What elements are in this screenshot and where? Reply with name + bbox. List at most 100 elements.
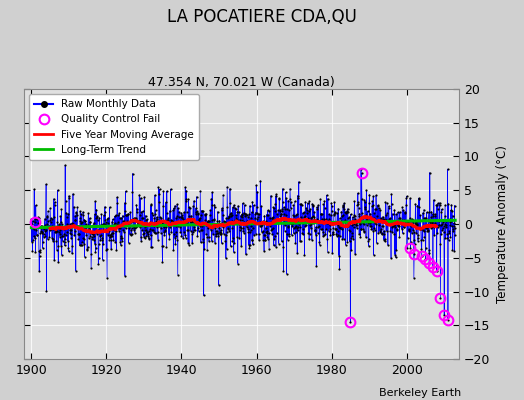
Point (434, 200, 442, 206)
Point (323, 219, 331, 226)
Point (320, 232, 329, 238)
Point (263, 211, 271, 218)
Point (157, 220, 166, 226)
Point (171, 202, 179, 209)
Point (149, 229, 158, 236)
Point (329, 225, 337, 232)
Point (299, 219, 307, 226)
Point (132, 216, 140, 222)
Point (400, 217, 408, 224)
Point (138, 208, 147, 214)
Point (83, 246, 92, 252)
Point (372, 206, 380, 212)
Point (370, 224, 379, 231)
Point (213, 222, 221, 228)
Point (163, 217, 172, 223)
Point (242, 222, 250, 228)
Point (238, 211, 246, 218)
Point (450, 220, 458, 227)
Point (150, 223, 158, 229)
Point (341, 209, 350, 215)
Point (378, 222, 387, 229)
Point (48, 234, 56, 241)
Point (85, 226, 93, 232)
Point (247, 215, 255, 221)
Point (208, 189, 216, 196)
Point (291, 224, 299, 230)
Point (348, 216, 357, 223)
Point (163, 217, 172, 224)
Point (255, 237, 263, 244)
Point (99, 256, 107, 263)
Point (246, 202, 254, 209)
Point (215, 225, 223, 231)
Point (287, 204, 295, 211)
Point (384, 218, 392, 224)
Point (180, 220, 189, 226)
Point (405, 228, 413, 234)
Point (358, 196, 366, 202)
Point (96, 222, 105, 228)
Point (90, 233, 99, 240)
Point (72, 209, 80, 215)
Point (226, 186, 234, 192)
Point (265, 230, 273, 236)
Point (240, 229, 248, 236)
Point (141, 212, 150, 219)
Point (324, 195, 332, 202)
Point (29, 225, 37, 232)
Point (353, 225, 361, 232)
Point (270, 236, 279, 242)
Point (377, 215, 385, 221)
Point (422, 209, 431, 216)
Point (140, 194, 148, 200)
Point (184, 240, 192, 246)
Point (200, 220, 208, 226)
Point (118, 212, 127, 219)
Point (107, 246, 115, 252)
Point (316, 196, 324, 202)
Point (232, 215, 240, 221)
Point (253, 216, 261, 222)
Point (219, 224, 227, 230)
Point (340, 202, 348, 208)
Point (346, 319, 355, 325)
Point (100, 212, 108, 219)
Point (219, 220, 227, 226)
Point (131, 215, 139, 222)
Point (266, 215, 274, 222)
Point (78, 242, 86, 248)
Point (138, 220, 146, 226)
Point (110, 222, 118, 229)
Point (44, 208, 52, 214)
Point (302, 205, 311, 212)
Point (385, 216, 394, 222)
Point (139, 230, 148, 236)
Point (392, 226, 401, 233)
Point (224, 226, 232, 232)
Point (128, 225, 136, 231)
Point (301, 199, 310, 205)
Point (311, 227, 319, 233)
Point (139, 231, 148, 237)
Point (308, 200, 316, 207)
Point (160, 224, 168, 230)
Point (300, 252, 309, 258)
Point (27, 216, 36, 222)
Point (317, 211, 325, 217)
Point (357, 226, 366, 232)
Point (100, 225, 108, 232)
Point (253, 204, 261, 210)
Point (343, 238, 352, 245)
Point (331, 226, 340, 232)
Point (305, 236, 313, 242)
Point (115, 225, 124, 232)
Point (438, 206, 446, 212)
Point (53, 187, 62, 193)
Point (336, 218, 345, 224)
Point (88, 236, 96, 242)
Point (285, 207, 293, 214)
Point (303, 218, 311, 225)
Point (420, 206, 428, 213)
Point (56, 234, 64, 240)
